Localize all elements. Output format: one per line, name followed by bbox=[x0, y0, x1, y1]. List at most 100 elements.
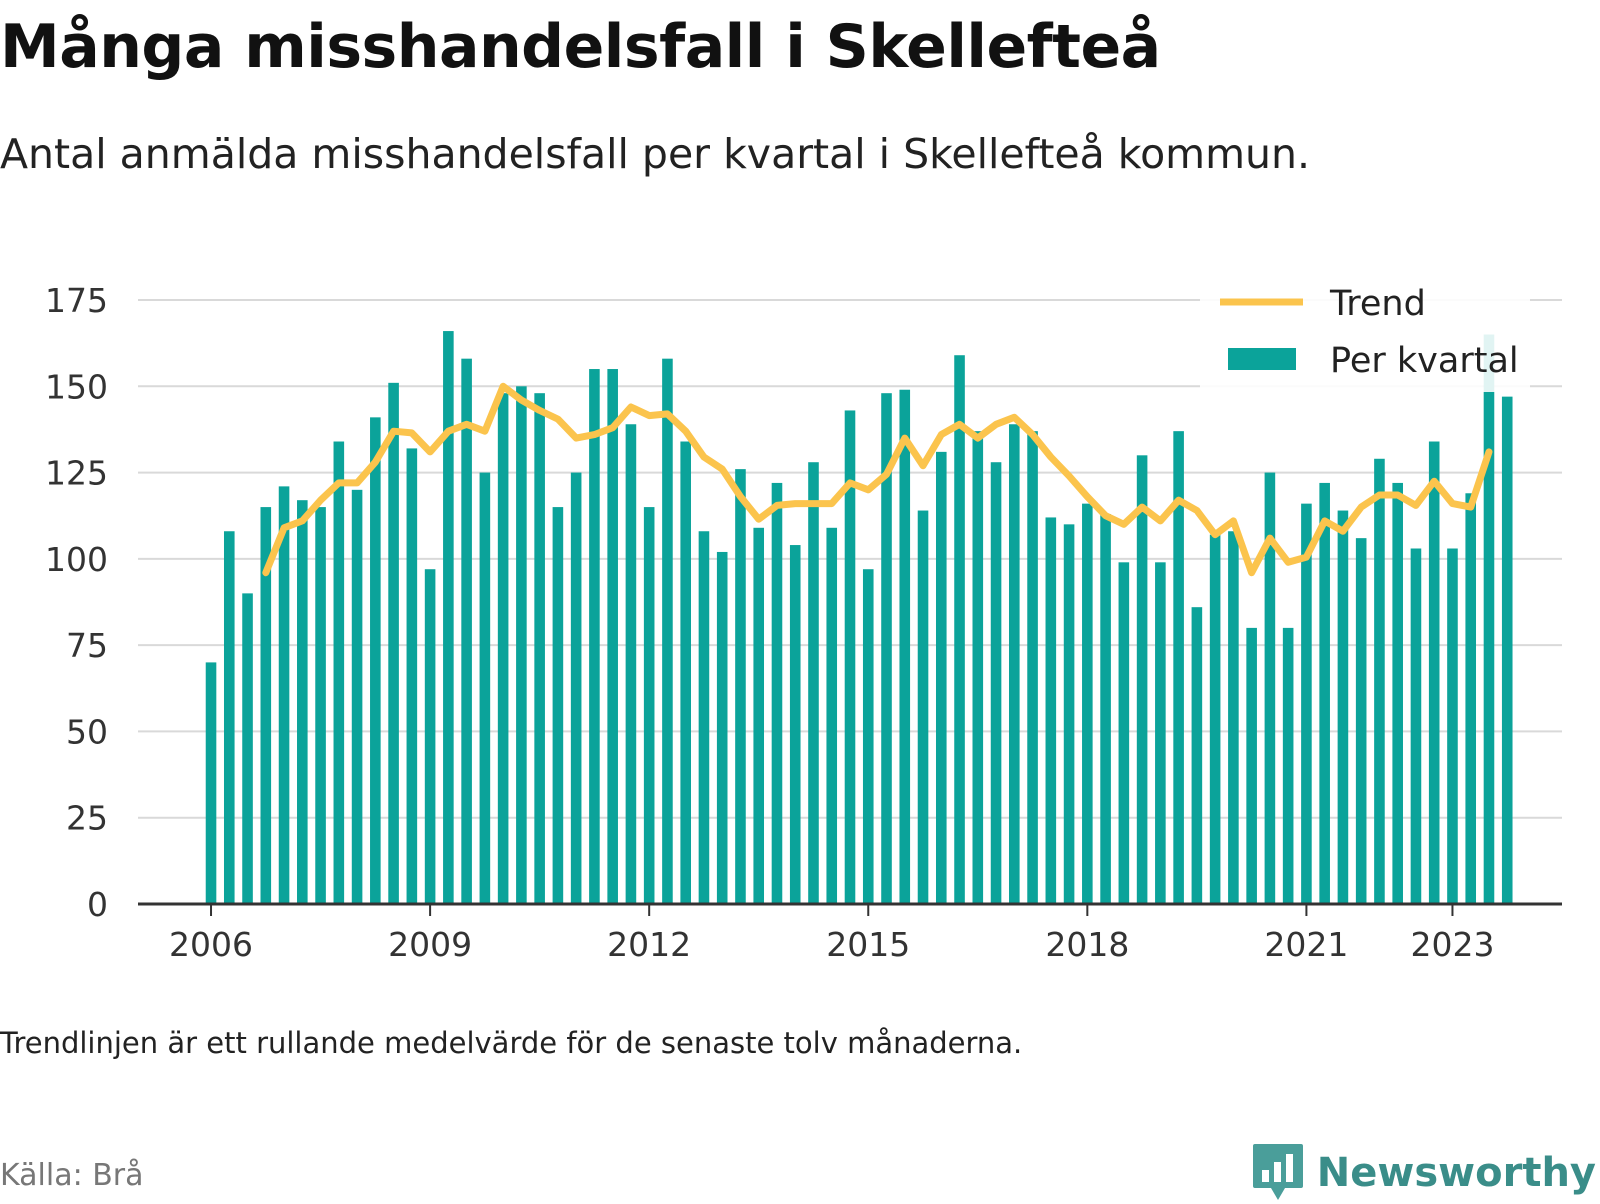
legend-per-kvartal-label: Per kvartal bbox=[1330, 341, 1519, 381]
bar-2016-Q3 bbox=[972, 431, 984, 904]
legend: Trend Per kvartal bbox=[1200, 280, 1530, 392]
bar-2013-Q2 bbox=[735, 469, 746, 904]
bar-2014-Q3 bbox=[826, 527, 838, 904]
x-tick-label-2021: 2021 bbox=[1264, 925, 1348, 964]
bar-2010-Q1 bbox=[497, 393, 509, 904]
bar-2018-Q3 bbox=[1118, 562, 1130, 904]
bar-2013-Q4 bbox=[771, 482, 783, 904]
bar-2018-Q4 bbox=[1136, 455, 1148, 904]
bar-2009-Q2 bbox=[443, 331, 454, 904]
bar-2006-Q2 bbox=[223, 531, 235, 904]
bar-2014-Q2 bbox=[808, 462, 819, 904]
bar-2007-Q4 bbox=[333, 441, 345, 904]
y-tick-label-50: 50 bbox=[66, 712, 108, 751]
bar-2018-Q2 bbox=[1100, 513, 1111, 904]
bar-2017-Q3 bbox=[1045, 517, 1057, 904]
bar-2020-Q2 bbox=[1246, 627, 1257, 904]
y-tick-label-75: 75 bbox=[66, 626, 108, 665]
bar-2011-Q4 bbox=[625, 424, 637, 904]
bar-2021-Q4 bbox=[1355, 538, 1367, 904]
legend-trend-label: Trend bbox=[1329, 284, 1426, 324]
bar-2014-Q1 bbox=[789, 545, 801, 904]
bar-2016-Q2 bbox=[954, 355, 965, 904]
bar-2008-Q1 bbox=[351, 489, 363, 904]
bar-2008-Q4 bbox=[406, 448, 418, 904]
legend-per-kvartal-swatch bbox=[1228, 348, 1296, 370]
trend-footnote: Trendlinjen är ett rullande medelvärde f… bbox=[0, 1026, 1023, 1060]
x-tick-label-2012: 2012 bbox=[607, 925, 691, 964]
newsworthy-logo-text: Newsworthy bbox=[1316, 1150, 1596, 1196]
bar-2022-Q3 bbox=[1410, 548, 1422, 904]
trend-line bbox=[262, 382, 1493, 577]
bar-2023-Q4 bbox=[1501, 396, 1513, 904]
bar-2017-Q2 bbox=[1027, 431, 1038, 904]
bar-2008-Q2 bbox=[370, 417, 381, 904]
y-tick-label-125: 125 bbox=[45, 454, 108, 493]
bar-2021-Q1 bbox=[1301, 503, 1312, 904]
x-tick-label-2006: 2006 bbox=[169, 925, 253, 964]
bar-2006-Q3 bbox=[242, 593, 253, 904]
bar-2022-Q1 bbox=[1374, 458, 1385, 904]
bar-2011-Q3 bbox=[607, 369, 618, 904]
bar-2019-Q4 bbox=[1209, 534, 1221, 904]
bar-2013-Q3 bbox=[753, 527, 765, 904]
bar-2016-Q4 bbox=[990, 462, 1002, 904]
chart-subtitle: Antal anmälda misshandelsfall per kvarta… bbox=[0, 130, 1311, 178]
bar-2021-Q3 bbox=[1337, 510, 1349, 904]
chart-title: Många misshandelsfall i Skellefteå bbox=[0, 12, 1161, 82]
bar-2006-Q1 bbox=[205, 662, 217, 904]
bar-2009-Q1 bbox=[424, 569, 436, 904]
x-tick-label-2009: 2009 bbox=[388, 925, 472, 964]
bar-2017-Q4 bbox=[1063, 524, 1075, 904]
bar-2015-Q1 bbox=[862, 569, 874, 904]
x-tick-label-2015: 2015 bbox=[826, 925, 910, 964]
bar-2019-Q3 bbox=[1191, 607, 1203, 904]
bar-2012-Q2 bbox=[662, 358, 673, 904]
y-tick-label-150: 150 bbox=[45, 367, 108, 406]
bar-2012-Q4 bbox=[698, 531, 710, 904]
bar-2011-Q1 bbox=[570, 472, 582, 904]
bar-2021-Q2 bbox=[1319, 482, 1330, 904]
bar-2020-Q4 bbox=[1282, 627, 1294, 904]
bar-2006-Q4 bbox=[260, 507, 272, 904]
bars-per-kvartal bbox=[205, 331, 1513, 904]
newsworthy-logo: Newsworthy bbox=[1251, 1142, 1596, 1204]
bar-2015-Q2 bbox=[881, 393, 892, 904]
bar-2015-Q4 bbox=[917, 510, 929, 904]
bar-2010-Q3 bbox=[534, 393, 545, 904]
x-tick-label-2023: 2023 bbox=[1410, 925, 1494, 964]
axes: 0 25 50 75 100 125 150 175 2006 2009 2012 2015 2018 2… bbox=[45, 281, 1562, 964]
bar-2019-Q1 bbox=[1155, 562, 1166, 904]
x-tick-label-2018: 2018 bbox=[1045, 925, 1129, 964]
bar-2014-Q4 bbox=[844, 410, 856, 904]
bar-chart-speech-bubble-icon bbox=[1252, 1144, 1303, 1200]
bar-2018-Q1 bbox=[1082, 503, 1093, 904]
y-tick-label-25: 25 bbox=[66, 799, 108, 838]
trend-line-group bbox=[262, 382, 1493, 577]
bar-2023-Q2 bbox=[1465, 493, 1477, 904]
bar-2016-Q1 bbox=[935, 451, 947, 904]
bar-2022-Q4 bbox=[1428, 441, 1440, 904]
bar-2009-Q4 bbox=[479, 472, 491, 904]
bar-2011-Q2 bbox=[589, 369, 600, 904]
bar-2012-Q1 bbox=[643, 507, 655, 904]
bar-2012-Q3 bbox=[680, 441, 691, 904]
bar-2007-Q1 bbox=[278, 486, 290, 904]
bar-2017-Q1 bbox=[1009, 424, 1020, 904]
bar-2007-Q2 bbox=[297, 500, 308, 904]
bar-2022-Q2 bbox=[1392, 482, 1403, 904]
bar-2023-Q1 bbox=[1447, 548, 1458, 904]
bar-2019-Q2 bbox=[1173, 431, 1184, 904]
y-tick-label-0: 0 bbox=[87, 885, 108, 924]
y-tick-label-100: 100 bbox=[45, 540, 108, 579]
bar-2010-Q2 bbox=[516, 386, 527, 904]
y-tick-label-175: 175 bbox=[45, 281, 108, 320]
source-label: Källa: Brå bbox=[0, 1158, 144, 1193]
bar-2013-Q1 bbox=[716, 551, 728, 904]
bar-2020-Q1 bbox=[1228, 531, 1239, 904]
bar-2010-Q4 bbox=[552, 507, 564, 904]
bar-2020-Q3 bbox=[1264, 472, 1276, 904]
bar-2023-Q3 bbox=[1483, 334, 1495, 904]
bar-2007-Q3 bbox=[315, 507, 326, 904]
bar-2009-Q3 bbox=[461, 358, 472, 904]
